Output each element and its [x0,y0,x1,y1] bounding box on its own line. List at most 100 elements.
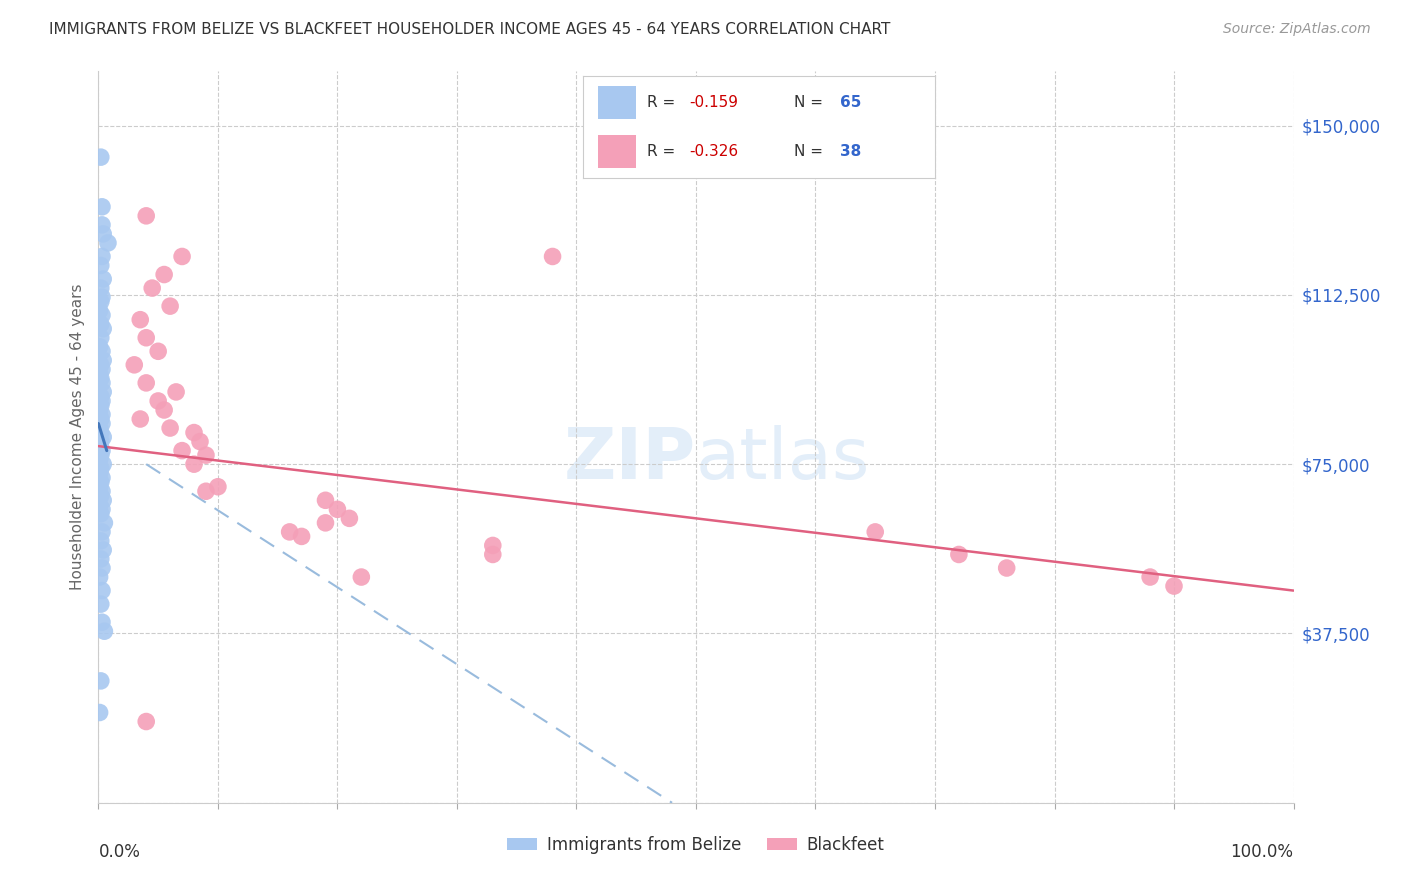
Y-axis label: Householder Income Ages 45 - 64 years: Householder Income Ages 45 - 64 years [70,284,86,591]
Point [188,434,211,449]
Point [91,471,114,485]
Point [91,376,114,390]
Point [90,259,112,273]
Point [90,533,112,548]
Point [91,272,114,286]
Point [159,299,181,313]
Point [89,452,111,467]
Point [91,218,114,232]
Point [91,615,114,630]
Point [90,475,112,490]
Point [91,543,114,558]
Point [183,457,205,471]
Text: IMMIGRANTS FROM BELIZE VS BLACKFEET HOUSEHOLDER INCOME AGES 45 - 64 YEARS CORREL: IMMIGRANTS FROM BELIZE VS BLACKFEET HOUS… [49,22,890,37]
Point [135,209,157,223]
Point [90,597,112,611]
Point [1163,579,1185,593]
Point [97,235,120,250]
Point [91,443,114,458]
Text: 0.0%: 0.0% [98,843,141,861]
Point [91,493,114,508]
Point [1139,570,1161,584]
Point [93,516,115,530]
Point [195,484,218,499]
Point [135,376,157,390]
Point [89,403,111,417]
Point [148,344,170,359]
Point [90,371,112,385]
Legend: Immigrants from Belize, Blackfeet: Immigrants from Belize, Blackfeet [501,829,891,860]
Point [91,561,114,575]
Point [90,552,112,566]
Point [89,367,111,381]
Point [135,714,157,729]
Point [89,570,111,584]
Point [90,489,112,503]
Point [90,331,112,345]
Point [90,425,112,440]
Text: atlas: atlas [696,425,870,493]
Point [148,394,170,409]
Text: ZIP: ZIP [564,425,696,493]
Point [89,421,111,435]
Text: -0.326: -0.326 [689,145,738,160]
Point [135,331,157,345]
Point [172,443,194,458]
Text: N =: N = [794,145,828,160]
Point [481,538,505,552]
Point [91,362,114,376]
Point [91,308,114,322]
Point [90,294,112,309]
Point [91,583,114,598]
Text: Source: ZipAtlas.com: Source: ZipAtlas.com [1223,22,1371,37]
Bar [598,87,636,119]
Point [90,150,112,164]
Point [326,502,349,516]
Point [315,493,337,508]
Point [90,389,112,403]
Text: 100.0%: 100.0% [1230,843,1294,861]
Text: -0.159: -0.159 [689,95,738,110]
Point [89,466,111,480]
Point [90,434,112,449]
Point [91,384,114,399]
Point [89,498,111,512]
Point [172,250,194,264]
Point [183,425,205,440]
Point [159,421,181,435]
Text: 38: 38 [841,145,862,160]
Point [91,430,114,444]
Point [91,394,114,409]
Point [153,268,176,282]
Point [865,524,887,539]
Point [129,412,152,426]
Point [90,507,112,521]
Point [91,484,114,499]
Point [153,403,176,417]
Point [91,417,114,431]
Point [91,457,114,471]
Point [90,399,112,413]
Point [89,340,111,354]
Point [93,624,115,639]
Point [195,448,218,462]
Point [90,317,112,331]
Point [91,227,114,241]
Bar [598,136,636,168]
Point [129,312,152,326]
Text: R =: R = [647,95,681,110]
Point [91,524,114,539]
Point [291,529,314,543]
Point [350,570,373,584]
Point [541,250,564,264]
Point [91,200,114,214]
Point [141,281,163,295]
Point [90,412,112,426]
Point [124,358,146,372]
Point [339,511,361,525]
Point [278,524,301,539]
Point [481,548,505,562]
Point [89,439,111,453]
Point [91,344,114,359]
Point [90,448,112,462]
